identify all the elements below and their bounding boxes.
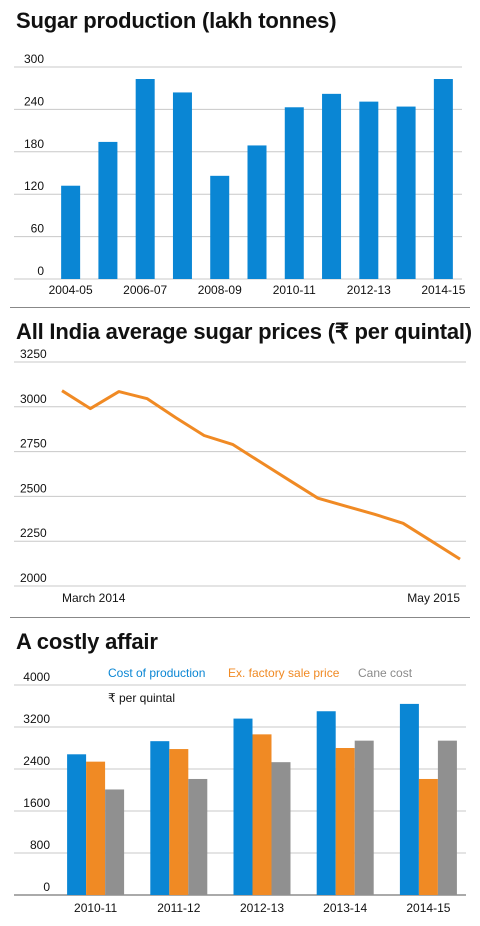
x-tick-label: 2006-07 — [123, 283, 167, 297]
y-tick-label: 3250 — [20, 347, 47, 361]
sugar-prices-chart: 3250 3000 2750 2500 2250 2000 March 2014 May 20… — [14, 347, 466, 605]
x-tick-label: 2004-05 — [49, 283, 93, 297]
y-tick-label: 2500 — [20, 481, 47, 495]
bar — [335, 748, 355, 895]
y-tick-label: 4000 — [23, 670, 50, 684]
y-tick-label: 0 — [43, 880, 50, 894]
bar — [86, 761, 106, 895]
y-tick-label: 1600 — [23, 796, 50, 810]
legend-ex-factory-sale-price: Ex. factory sale price — [228, 666, 340, 680]
y-tick-label: 120 — [24, 179, 44, 193]
x-tick-label: 2010-11 — [273, 283, 316, 297]
bar — [188, 778, 208, 895]
bar — [67, 754, 87, 895]
bar — [135, 79, 155, 279]
y-tick-label: 60 — [31, 222, 45, 236]
y-tick-label: 800 — [30, 838, 50, 852]
bar — [433, 79, 453, 279]
bar — [247, 145, 267, 279]
bar — [396, 106, 416, 279]
bar — [98, 141, 118, 279]
bar — [399, 703, 419, 895]
bar — [437, 740, 457, 895]
bar — [105, 789, 125, 895]
legend-cane-cost: Cane cost — [358, 666, 413, 680]
y-tick-label: 2400 — [23, 754, 50, 768]
bar — [252, 734, 272, 895]
bar — [322, 93, 342, 279]
chart-3-title: A costly affair — [16, 629, 158, 654]
bar — [418, 778, 438, 895]
chart-2-title: All India average sugar prices (₹ per qu… — [16, 319, 472, 344]
bar — [172, 92, 192, 279]
x-tick-label: 2012-13 — [240, 901, 284, 915]
bar — [284, 107, 304, 279]
separator — [10, 617, 470, 618]
bar — [233, 718, 253, 895]
x-tick-label: 2011-12 — [157, 901, 200, 915]
bar — [61, 185, 81, 279]
y-tick-label: 3200 — [23, 712, 50, 726]
sugar-production-chart: 300 240 180 120 60 0 2004-05 2006-07 2008-09 2010… — [14, 52, 466, 297]
y-tick-label: 2250 — [20, 526, 47, 540]
bar — [210, 175, 230, 279]
y-tick-label: 240 — [24, 94, 44, 108]
x-tick-label: 2014-15 — [406, 901, 450, 915]
bar — [169, 749, 189, 895]
costly-affair-chart: 4000 3200 2400 1600 800 0 2010-11 2011-12 2012-1… — [14, 670, 466, 915]
bar — [150, 741, 170, 895]
x-tick-label-end: May 2015 — [407, 591, 460, 605]
chart-1-title: Sugar production (lakh tonnes) — [16, 8, 337, 33]
y-tick-label: 0 — [37, 264, 44, 278]
price-line — [61, 389, 461, 561]
x-tick-label: 2010-11 — [74, 901, 117, 915]
y-tick-label: 300 — [24, 52, 44, 66]
x-tick-label-start: March 2014 — [62, 591, 126, 605]
separator — [10, 307, 470, 308]
x-tick-label: 2013-14 — [323, 901, 367, 915]
legend-cost-of-production: Cost of production — [108, 666, 206, 680]
y-tick-label: 3000 — [20, 392, 47, 406]
x-tick-label: 2014-15 — [421, 283, 465, 297]
bar — [359, 101, 379, 279]
x-tick-label: 2008-09 — [198, 283, 242, 297]
bar — [271, 762, 291, 895]
unit-note: ₹ per quintal — [108, 691, 176, 705]
x-tick-label: 2012-13 — [347, 283, 391, 297]
y-tick-label: 2000 — [20, 571, 47, 585]
y-tick-label: 2750 — [20, 437, 47, 451]
bar — [354, 740, 374, 895]
bar — [316, 711, 336, 895]
y-tick-label: 180 — [24, 137, 44, 151]
